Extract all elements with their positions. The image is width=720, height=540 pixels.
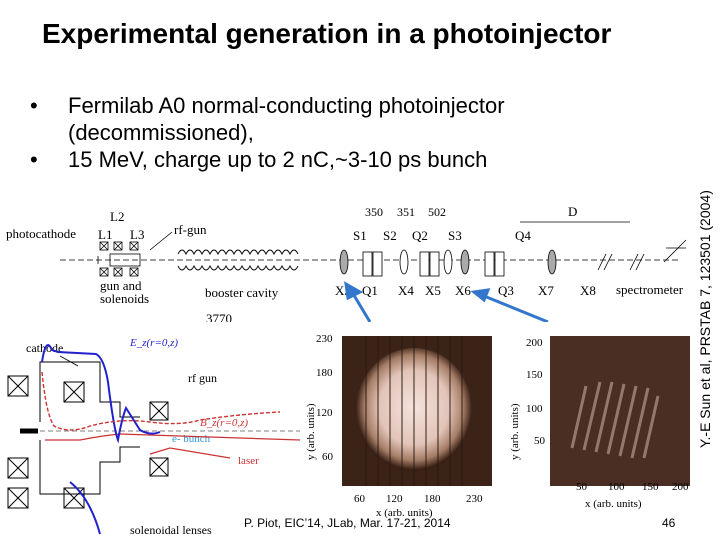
xtick: 60 [354,493,366,505]
ytick: 230 [316,333,333,345]
s2-label: S2 [383,228,397,243]
q4-label: Q4 [515,228,531,243]
spectrometer-label: spectrometer [616,282,684,297]
xtick: 180 [424,493,441,505]
label-350: 350 [365,205,383,219]
photocathode-label: photocathode [6,226,76,241]
ez-curve-lower [69,481,101,535]
ytick: 120 [316,407,333,419]
ez-label: E_z(r=0,z) [129,337,178,349]
bullet-item-continued: (decommissioned), [30,119,505,146]
x8-label: X8 [580,283,596,298]
citation: Y.-E Sun et al, PRSTAB 7, 123501 (2004) [697,190,713,448]
label-d: D [568,204,577,219]
booster-label: booster cavity [205,285,279,300]
xtick: 100 [608,481,625,493]
y-axis-label: y (arb. units) [509,403,521,460]
bullet-dot-icon: • [30,93,38,118]
bullet-dot-icon: • [30,147,38,172]
gun-field-diagram: cathode E_z(r=0,z) rf gun B_z(r=0,z) e- … [7,337,301,537]
lenses-label: solenoidal lenses [130,523,212,537]
bullet-text: (decommissioned), [68,120,254,145]
ebunch-label: e- bunch [172,433,211,445]
beam-image-background [550,336,690,486]
laser-beam [149,447,231,459]
xtick: 230 [466,493,483,505]
label-351: 351 [397,205,415,219]
solenoid-coils-icon [7,375,169,509]
x4-label: X4 [398,283,414,298]
l2-label: L2 [110,209,124,224]
bullet-item: • 15 MeV, charge up to 2 nC,~3-10 ps bun… [30,146,505,173]
y-axis-label: y (arb. units) [306,403,317,460]
x-axis-label-right: x (arb. units) [585,498,642,510]
arrow-icon [344,281,549,322]
x-axis-label: x (arb. units) [376,507,433,519]
ytick: 100 [526,403,543,415]
x7-label: X7 [538,283,554,298]
gun-solenoids-icon [97,241,141,277]
bullet-text: Fermilab A0 normal-conducting photoinjec… [68,93,505,118]
ytick: 150 [526,369,543,381]
bullet-item: • Fermilab A0 normal-conducting photoinj… [30,92,505,119]
ytick: 200 [526,337,543,349]
slide-title: Experimental generation in a photoinject… [42,18,612,49]
beamline-elements [339,239,687,277]
xtick: 50 [576,481,588,493]
ytick: 180 [316,367,333,379]
rf-gun-label: rf-gun [174,222,207,237]
distance-label: 3770 [206,311,232,322]
bullet-list: • Fermilab A0 normal-conducting photoinj… [30,92,505,173]
footer-text: P. Piot, EIC’14, JLab, Mar. 17-21, 2014 [244,516,451,530]
booster-cavity-icon [177,249,299,271]
ytick: 50 [534,435,546,447]
xtick: 150 [642,481,659,493]
label-502: 502 [428,205,446,219]
xtick: 200 [672,481,689,493]
l1-label: L1 [98,227,112,242]
rf-cavity-outline [20,361,140,495]
s3-label: S3 [448,228,462,243]
rf-gun-diagram-label: rf gun [188,371,217,385]
bz-label: B_z(r=0,z) [200,417,248,429]
page-number: 46 [662,516,676,530]
s1-label: S1 [353,228,367,243]
bullet-text: 15 MeV, charge up to 2 nC,~3-10 ps bunch [68,147,488,172]
beamlets [570,381,660,459]
xtick: 120 [386,493,403,505]
q2-label: Q2 [412,228,428,243]
q1-label: Q1 [362,283,378,298]
q3-label: Q3 [498,283,514,298]
l3-label: L3 [130,227,144,242]
gun-solenoids-label-2: solenoids [100,291,149,306]
left-beam-image: 230 180 120 60 60 120 180 230 x (arb. un… [306,333,492,519]
x6-label: X6 [455,283,471,298]
x5-label: X5 [425,283,441,298]
bz-curve [41,371,281,431]
ytick: 60 [322,451,334,463]
gun-solenoids-label: gun and [100,278,142,293]
right-beam-image: 200 150 100 50 50 100 150 200 y (arb. un… [509,336,690,493]
laser-label: laser [238,455,259,467]
beamline-schematic: photocathode rf-gun L2 L1 L3 350 351 502… [6,204,687,322]
ez-curve [41,344,161,444]
